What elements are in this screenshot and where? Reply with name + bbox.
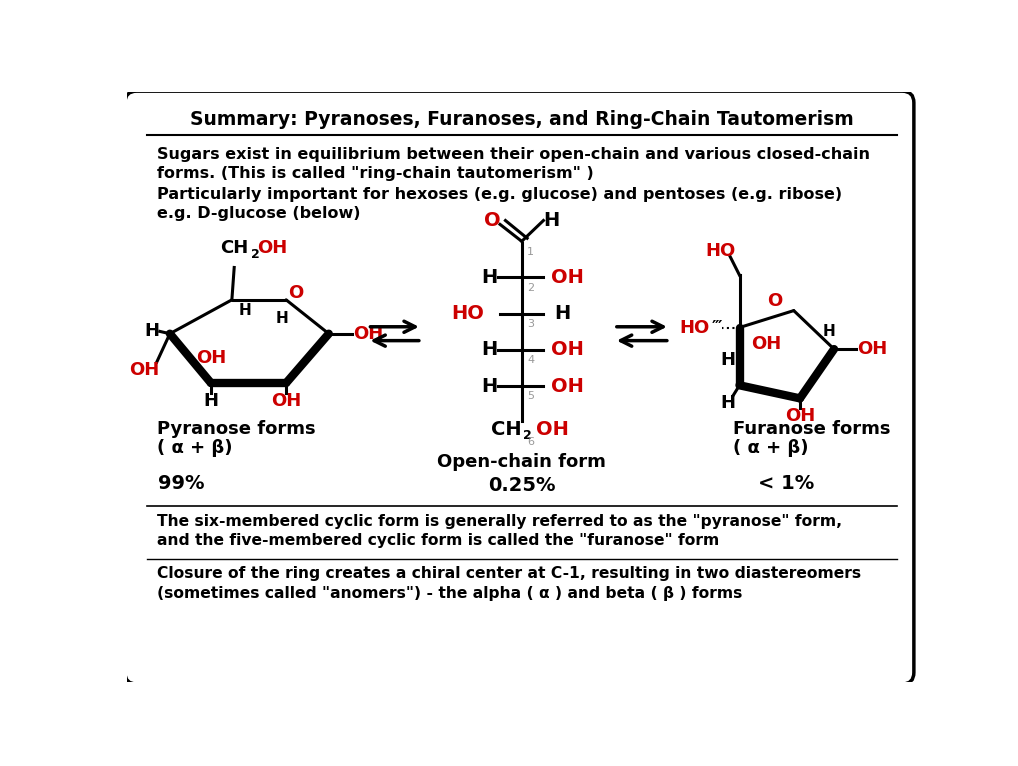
Text: < 1%: < 1% xyxy=(757,473,814,493)
Text: 3: 3 xyxy=(527,319,534,329)
Text: H: H xyxy=(554,304,570,323)
Text: forms. (This is called "ring-chain tautomerism" ): forms. (This is called "ring-chain tauto… xyxy=(157,166,593,181)
Text: O: O xyxy=(484,211,501,230)
Text: H: H xyxy=(543,211,559,230)
Text: OH: OH xyxy=(785,407,815,425)
Text: 2: 2 xyxy=(523,429,532,442)
Text: H: H xyxy=(482,377,498,395)
Text: Open-chain form: Open-chain form xyxy=(438,453,606,471)
Text: 2: 2 xyxy=(251,248,260,261)
Text: H: H xyxy=(145,322,160,340)
Text: OH: OH xyxy=(551,340,584,359)
Text: O: O xyxy=(288,284,303,302)
Text: ( α + β): ( α + β) xyxy=(157,440,232,457)
Text: OH: OH xyxy=(535,420,568,439)
Text: HO: HO xyxy=(452,304,485,323)
Text: 99%: 99% xyxy=(158,473,205,493)
Text: and the five-membered cyclic form is called the "furanose" form: and the five-membered cyclic form is cal… xyxy=(157,533,719,548)
Text: ‴: ‴ xyxy=(712,319,722,336)
Text: Sugars exist in equilibrium between their open-chain and various closed-chain: Sugars exist in equilibrium between thei… xyxy=(157,147,869,162)
Text: OH: OH xyxy=(551,377,584,395)
Text: OH: OH xyxy=(271,391,301,410)
Text: H: H xyxy=(204,391,219,410)
Text: CH: CH xyxy=(491,420,522,439)
Text: HO: HO xyxy=(680,319,710,336)
Text: ( α + β): ( α + β) xyxy=(733,440,808,457)
Text: OH: OH xyxy=(129,361,160,379)
Text: CH: CH xyxy=(220,239,248,257)
Text: 1: 1 xyxy=(527,247,534,257)
Text: H: H xyxy=(721,394,735,412)
Text: H: H xyxy=(482,340,498,359)
Text: 4: 4 xyxy=(527,355,534,365)
Text: e.g. D-glucose (below): e.g. D-glucose (below) xyxy=(157,206,360,221)
Text: Particularly important for hexoses (e.g. glucose) and pentoses (e.g. ribose): Particularly important for hexoses (e.g.… xyxy=(157,187,842,201)
Text: OH: OH xyxy=(551,268,584,287)
Text: Pyranose forms: Pyranose forms xyxy=(157,421,316,438)
Text: Summary: Pyranoses, Furanoses, and Ring-Chain Tautomerism: Summary: Pyranoses, Furanoses, and Ring-… xyxy=(189,110,854,129)
Text: OH: OH xyxy=(751,336,782,353)
Text: H: H xyxy=(276,311,289,326)
Text: 5: 5 xyxy=(527,391,534,401)
Text: Closure of the ring creates a chiral center at C-1, resulting in two diastereome: Closure of the ring creates a chiral cen… xyxy=(157,566,861,581)
Text: (sometimes called "anomers") - the alpha ( α ) and beta ( β ) forms: (sometimes called "anomers") - the alpha… xyxy=(157,586,742,601)
Text: OH: OH xyxy=(195,349,226,368)
Text: 2: 2 xyxy=(527,283,534,293)
Text: H: H xyxy=(482,268,498,287)
FancyBboxPatch shape xyxy=(125,91,914,684)
Text: HO: HO xyxy=(705,241,736,260)
Text: H: H xyxy=(238,303,251,318)
Text: OH: OH xyxy=(258,239,288,257)
Text: 6: 6 xyxy=(527,437,534,447)
Text: 0.25%: 0.25% xyxy=(488,476,556,495)
Text: OH: OH xyxy=(353,325,384,342)
Text: Furanose forms: Furanose forms xyxy=(733,421,891,438)
Text: H: H xyxy=(721,351,735,369)
Text: The six-membered cyclic form is generally referred to as the "pyranose" form,: The six-membered cyclic form is generall… xyxy=(157,514,842,529)
Text: OH: OH xyxy=(857,340,888,358)
Text: H: H xyxy=(823,324,835,339)
Text: O: O xyxy=(767,292,782,309)
